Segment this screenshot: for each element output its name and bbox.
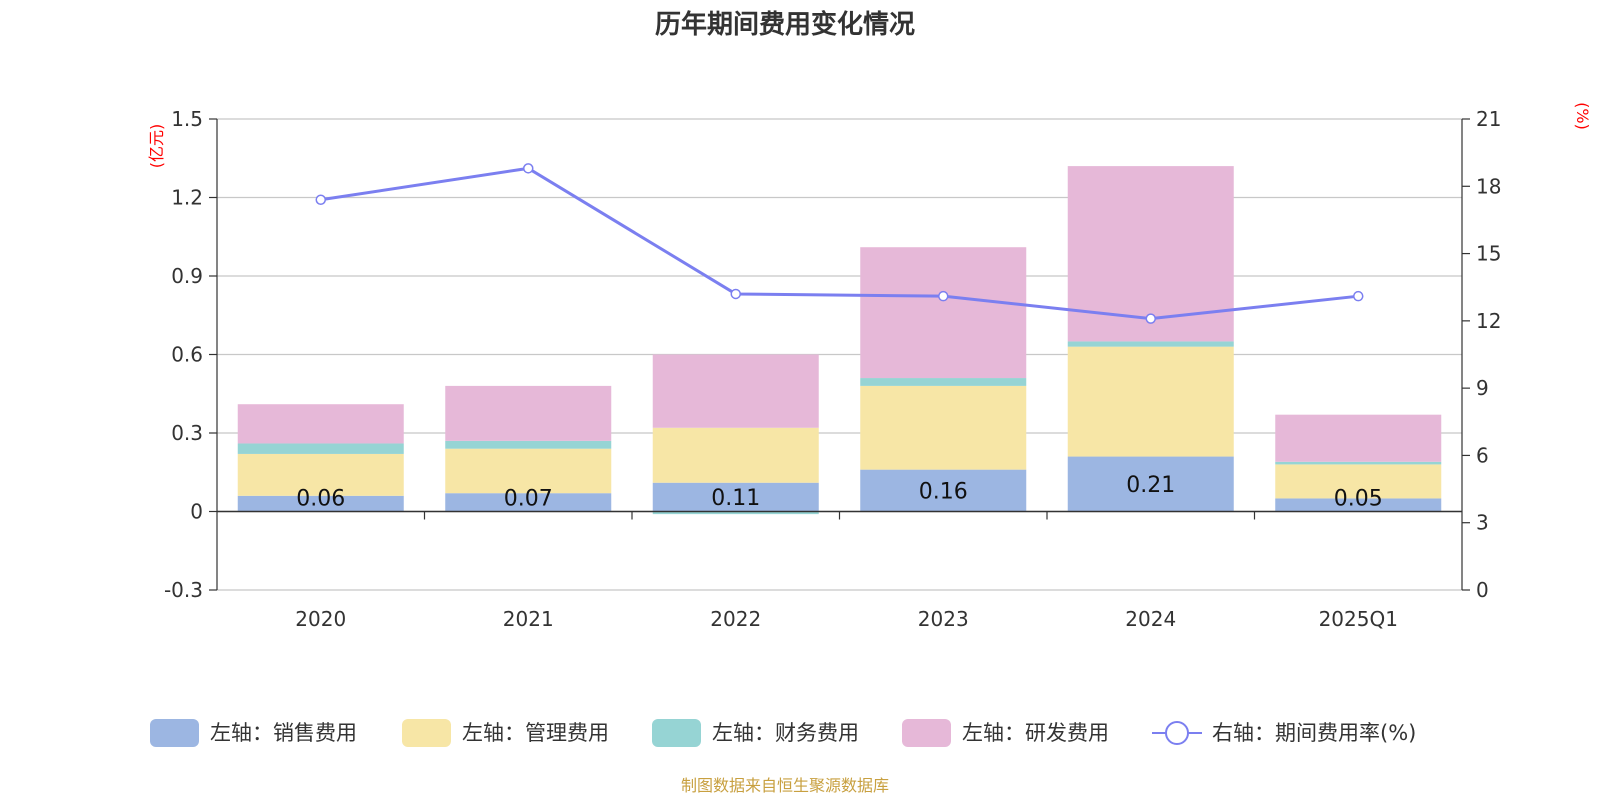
- left-tick-label: 1.5: [171, 107, 203, 131]
- source-note: 制图数据来自恒生聚源数据库: [681, 776, 889, 795]
- bar-4-2025Q1: [1275, 414, 1442, 462]
- left-tick-label: -0.3: [164, 578, 203, 602]
- bar-2-2025Q1: [1275, 464, 1442, 499]
- bar-1-2025Q1: [1275, 498, 1442, 512]
- right-tick-label: 0: [1476, 578, 1489, 602]
- bar-1-2023: [860, 469, 1027, 512]
- left-tick-label: 1.2: [171, 186, 203, 210]
- bar-4-2022: [652, 354, 819, 428]
- svg-text:(%): (%): [1573, 102, 1592, 130]
- data-label-sales: 0.21: [1126, 473, 1175, 498]
- rate-line: [315, 163, 1364, 324]
- data-label-sales: 0.07: [504, 487, 553, 512]
- legend-label-3: 左轴：财务费用: [712, 721, 859, 745]
- left-tick-label: 0.9: [171, 264, 203, 288]
- data-label-sales: 0.11: [711, 486, 760, 511]
- legend-swatch-1: [150, 719, 199, 747]
- bar-2-2020: [237, 453, 404, 496]
- data-label-sales: 0.05: [1334, 487, 1383, 512]
- x-tick-label: 2025Q1: [1319, 607, 1398, 631]
- bar-4-2023: [860, 247, 1027, 379]
- legend-label-1: 左轴：销售费用: [210, 721, 357, 745]
- legend-swatch-3: [652, 719, 701, 747]
- axes: -0.3 0 0.3 0.6 0.9 1.2 1.5 0 3 6 9 12 15 18 21 2020 2021…: [164, 107, 1501, 631]
- bar-3-2021: [445, 440, 612, 449]
- svg-text:(亿元): (亿元): [147, 124, 166, 169]
- right-axis-unit: (%): [1573, 102, 1592, 130]
- legend-label-rate: 右轴：期间费用率(%): [1212, 721, 1416, 745]
- right-tick-label: 21: [1476, 107, 1501, 131]
- bar-2-2021: [445, 448, 612, 494]
- rate-point-2023: [938, 290, 949, 302]
- x-tick-label: 2021: [503, 607, 554, 631]
- bar-1-2021: [445, 493, 612, 512]
- bar-1-2024: [1067, 456, 1234, 512]
- legend-swatch-4: [902, 719, 951, 747]
- legend-label-4: 左轴：研发费用: [962, 721, 1109, 745]
- right-tick-label: 15: [1476, 242, 1501, 266]
- bar-2-2023: [860, 385, 1027, 470]
- x-tick-label: 2023: [918, 607, 969, 631]
- data-label-sales: 0.06: [296, 487, 345, 512]
- left-tick-label: 0.6: [171, 343, 203, 367]
- bar-2-2022: [652, 427, 819, 483]
- bar-3-2024: [1067, 341, 1234, 347]
- rate-line-path: [320, 166, 1359, 321]
- legend-swatch-2: [402, 719, 451, 747]
- bar-3-2022: [652, 511, 819, 515]
- left-tick-label: 0.3: [171, 421, 203, 445]
- rate-point-2021: [523, 163, 534, 174]
- bar-3-2023: [860, 378, 1027, 386]
- legend-circle-icon: [1165, 721, 1189, 745]
- right-tick-label: 12: [1476, 309, 1501, 333]
- legend-label-2: 左轴：管理费用: [462, 721, 609, 745]
- right-tick-label: 9: [1476, 376, 1489, 400]
- rate-point-2020: [315, 194, 326, 205]
- rate-point-2022: [730, 288, 741, 300]
- rate-point-2024: [1145, 313, 1156, 324]
- bar-3-2025Q1: [1275, 461, 1442, 465]
- x-tick-label: 2020: [295, 607, 346, 631]
- bar-1-2022: [652, 482, 819, 512]
- chart-title: 历年期间费用变化情况: [655, 9, 915, 40]
- data-labels: 0.06 0.07 0.11 0.16 0.21 0.05: [296, 473, 1382, 511]
- bar-2-2024: [1067, 346, 1234, 457]
- bar-3-2020: [237, 443, 404, 454]
- right-tick-label: 18: [1476, 174, 1501, 198]
- bar-1-2020: [237, 495, 404, 512]
- bar-4-2020: [237, 404, 404, 444]
- bar-4-2021: [445, 385, 612, 441]
- left-tick-label: 0: [190, 500, 203, 524]
- data-label-sales: 0.16: [919, 480, 968, 505]
- right-tick-label: 6: [1476, 443, 1489, 467]
- x-tick-label: 2024: [1125, 607, 1176, 631]
- right-tick-label: 3: [1476, 511, 1489, 535]
- x-tick-label: 2022: [710, 607, 761, 631]
- rate-point-2025Q1: [1353, 290, 1364, 302]
- bar-series: [237, 166, 1442, 515]
- left-axis-unit: (亿元): [147, 124, 166, 169]
- legend: 左轴：销售费用 左轴：管理费用 左轴：财务费用 左轴：研发费用 右轴：期间费用率(%): [150, 719, 1416, 747]
